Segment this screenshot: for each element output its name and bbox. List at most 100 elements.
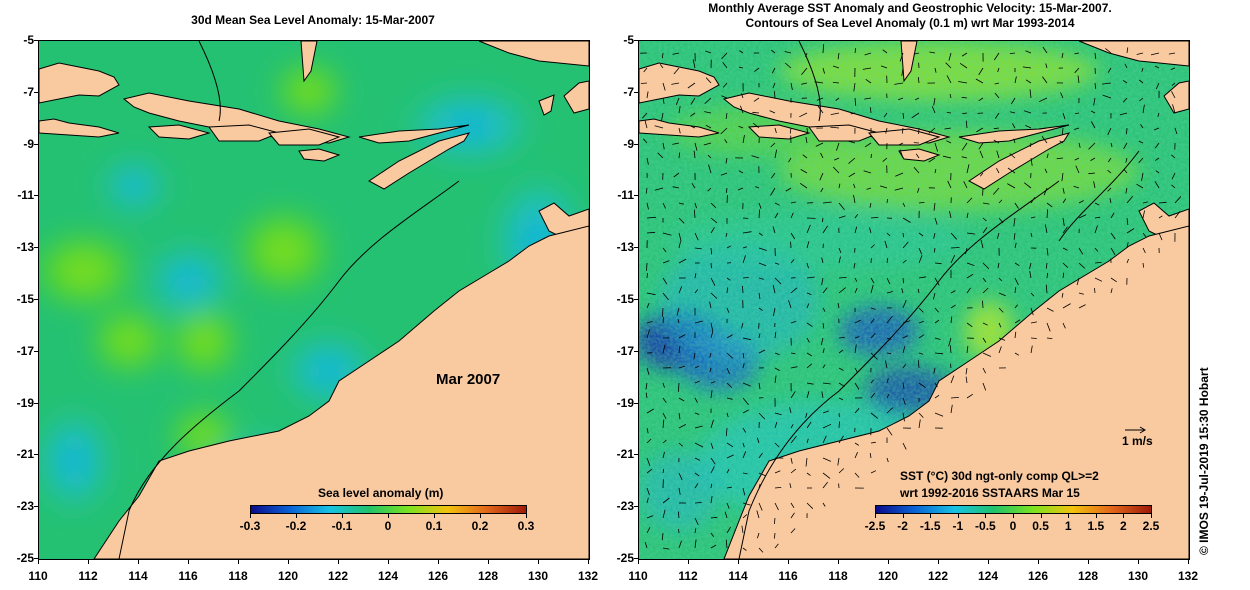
velocity-arrow xyxy=(901,67,904,76)
velocity-arrow xyxy=(710,457,716,465)
velocity-arrow xyxy=(774,470,781,474)
left-lon-tick-label: 112 xyxy=(78,569,98,583)
velocity-arrow xyxy=(902,382,905,389)
sst-anomaly-map[interactable] xyxy=(638,40,1190,560)
velocity-arrow xyxy=(822,307,826,312)
sst-colorbar-tick-mark xyxy=(930,514,932,518)
velocity-arrow xyxy=(758,209,760,219)
left-lat-tick-mark xyxy=(34,558,38,559)
velocity-arrow xyxy=(710,227,715,234)
velocity-arrow xyxy=(646,515,654,519)
velocity-arrow xyxy=(774,149,777,159)
velocity-arrow xyxy=(757,532,760,539)
velocity-arrow xyxy=(820,337,824,346)
velocity-arrow xyxy=(934,319,940,324)
velocity-arrow xyxy=(662,509,666,519)
velocity-arrow xyxy=(982,367,986,374)
velocity-arrow xyxy=(1013,217,1016,227)
velocity-arrow xyxy=(945,62,952,69)
velocity-arrow xyxy=(1141,172,1144,181)
velocity-arrow xyxy=(726,454,734,459)
velocity-arrow xyxy=(1110,288,1113,294)
velocity-arrow xyxy=(1136,52,1144,55)
velocity-arrow xyxy=(770,187,776,196)
velocity-arrow xyxy=(978,142,984,150)
velocity-arrow xyxy=(1158,215,1163,219)
velocity-arrow xyxy=(694,365,699,369)
right-map-title-line1: Monthly Average SST Anomaly and Geostrop… xyxy=(708,1,1112,15)
velocity-arrow xyxy=(886,291,893,294)
velocity-arrow xyxy=(737,187,744,191)
velocity-arrow xyxy=(1014,352,1020,356)
velocity-arrow xyxy=(774,262,780,265)
left-lon-tick-mark xyxy=(588,559,589,564)
velocity-arrow xyxy=(838,337,845,339)
velocity-arrow xyxy=(853,262,856,269)
velocity-arrow xyxy=(994,112,1000,119)
velocity-arrow xyxy=(742,502,751,506)
velocity-arrow xyxy=(678,258,687,264)
velocity-arrow xyxy=(1023,110,1032,114)
sst-colorbar-tick-mark xyxy=(1151,514,1152,518)
velocity-arrow xyxy=(644,541,648,549)
land-masses-sst xyxy=(639,41,1189,559)
velocity-arrow xyxy=(739,50,744,54)
sst-colorbar xyxy=(875,505,1152,514)
velocity-arrow xyxy=(1153,127,1160,131)
left-lon-tick-label: 110 xyxy=(28,569,48,583)
velocity-arrow xyxy=(1042,46,1048,54)
velocity-arrow xyxy=(1046,307,1054,312)
sst-colorbar-tick-mark xyxy=(1013,514,1014,518)
velocity-arrow xyxy=(774,517,776,524)
velocity-arrow xyxy=(934,412,944,417)
velocity-arrow xyxy=(993,52,1000,61)
velocity-arrow xyxy=(1074,52,1080,55)
left-lon-tick-label: 120 xyxy=(277,569,299,583)
velocity-arrow xyxy=(870,277,875,284)
velocity-arrow xyxy=(806,127,808,134)
velocity-arrow xyxy=(1045,284,1048,294)
sea-level-anomaly-map[interactable] xyxy=(38,40,590,560)
right-lat-tick-label: -9 xyxy=(623,136,634,151)
velocity-arrow xyxy=(758,262,767,267)
velocity-arrow xyxy=(1154,181,1160,189)
velocity-arrow xyxy=(790,457,793,464)
velocity-arrow xyxy=(707,187,712,192)
velocity-arrow xyxy=(950,363,952,369)
velocity-arrow xyxy=(854,319,861,324)
right-lat-tick-label: -17 xyxy=(616,343,634,358)
velocity-arrow xyxy=(918,232,924,237)
velocity-arrow xyxy=(1046,337,1053,339)
sla-colorbar-tick-mark xyxy=(526,514,527,518)
right-lat-tick-label: -25 xyxy=(616,551,634,565)
velocity-arrow xyxy=(774,543,779,549)
velocity-arrow xyxy=(1013,232,1016,240)
velocity-arrow xyxy=(1138,140,1144,144)
velocity-arrow xyxy=(1029,262,1032,270)
velocity-arrow xyxy=(863,170,872,174)
velocity-arrow xyxy=(982,202,990,205)
velocity-arrow xyxy=(838,215,846,219)
velocity-arrow xyxy=(822,348,825,354)
velocity-arrow xyxy=(933,202,936,211)
velocity-arrow xyxy=(703,142,712,146)
right-lat-tick-mark xyxy=(634,143,638,145)
velocity-arrow xyxy=(1119,112,1128,116)
velocity-arrow xyxy=(1107,157,1112,163)
right-lon-tick-label: 128 xyxy=(1077,569,1099,583)
velocity-arrow xyxy=(1062,112,1066,120)
velocity-arrow xyxy=(741,93,744,99)
velocity-arrow xyxy=(998,346,1002,354)
velocity-arrow xyxy=(774,412,782,416)
velocity-arrow xyxy=(950,375,955,384)
velocity-arrow xyxy=(1030,197,1036,204)
velocity-arrow xyxy=(1102,82,1112,85)
velocity-arrow xyxy=(917,288,920,294)
velocity-arrow xyxy=(933,232,936,239)
velocity-arrow xyxy=(1126,196,1134,204)
velocity-arrow xyxy=(934,277,940,286)
velocity-arrow xyxy=(646,367,650,375)
velocity-arrow xyxy=(894,187,904,191)
velocity-arrow xyxy=(848,157,856,164)
velocity-arrow xyxy=(662,52,664,59)
